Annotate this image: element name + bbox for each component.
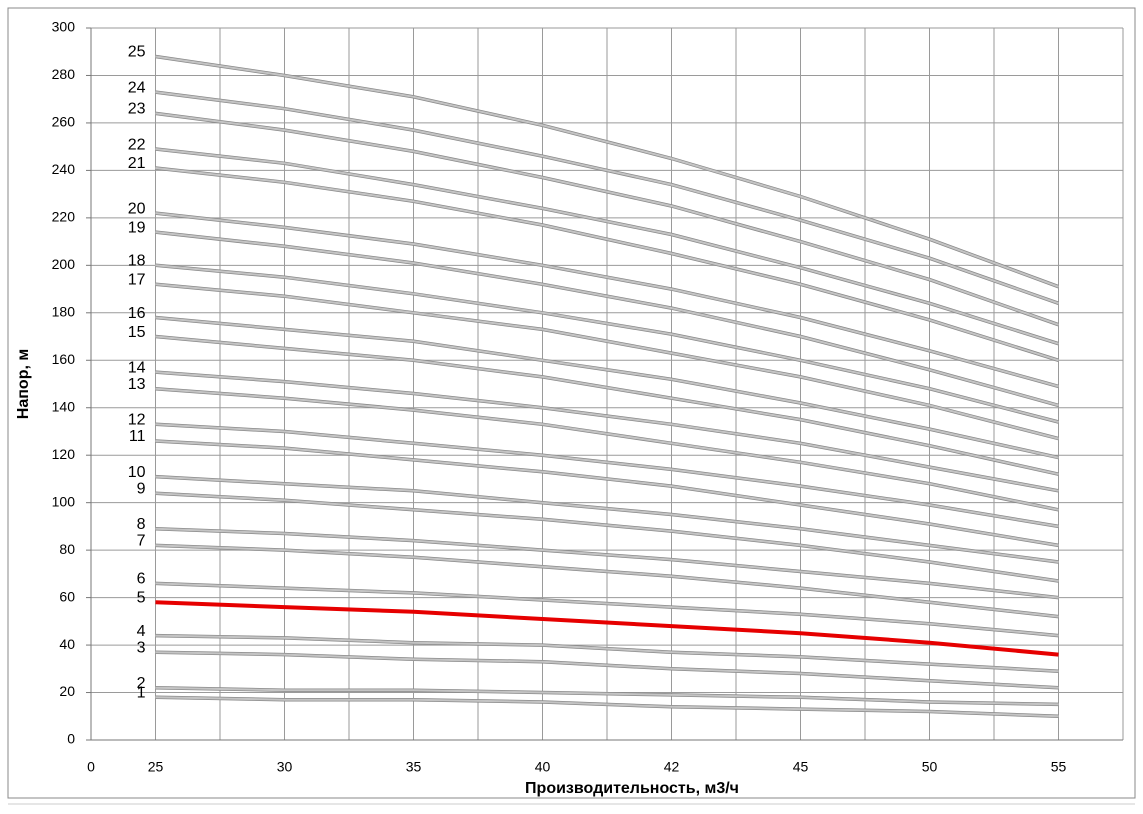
y-tick-label: 240 — [52, 161, 76, 177]
y-tick-label: 260 — [52, 114, 76, 130]
y-axis-label: Напор, м — [15, 349, 32, 419]
series-label: 14 — [128, 359, 146, 376]
series-line — [155, 91, 1059, 305]
y-tick-label: 0 — [67, 731, 75, 747]
series-line — [155, 651, 1059, 689]
series-line — [155, 335, 1059, 476]
series-line — [155, 475, 1059, 563]
x-tick-label: 45 — [793, 759, 809, 775]
series-label: 1 — [137, 684, 146, 701]
series-label: 19 — [128, 219, 146, 236]
y-tick-label: 140 — [52, 398, 76, 414]
y-tick-label: 20 — [59, 683, 75, 699]
y-tick-label: 100 — [52, 493, 76, 509]
series-line — [155, 527, 1059, 599]
chart-frame — [7, 7, 1136, 799]
x-tick-label: 35 — [406, 759, 422, 775]
series-label: 15 — [128, 324, 146, 341]
series-label: 18 — [128, 253, 146, 270]
y-tick-label: 220 — [52, 209, 76, 225]
series-label: 10 — [128, 464, 146, 481]
series-line — [155, 231, 1059, 407]
x-tick-label: 30 — [277, 759, 293, 775]
y-tick-label: 40 — [59, 636, 75, 652]
y-tick-label: 180 — [52, 304, 76, 320]
series-label: 3 — [137, 639, 146, 656]
series-label: 7 — [137, 533, 146, 550]
series-label: 9 — [137, 480, 146, 497]
x-tick-label: 0 — [87, 759, 95, 775]
series-label: 21 — [128, 155, 146, 172]
series-label: 16 — [128, 305, 146, 322]
x-tick-label: 25 — [148, 759, 164, 775]
series-line — [155, 212, 1059, 388]
series-label: 2 — [137, 675, 146, 692]
series-label: 17 — [128, 272, 146, 289]
y-tick-label: 80 — [59, 541, 75, 557]
series-label: 23 — [128, 101, 146, 118]
series-label: 25 — [128, 44, 146, 61]
series-line — [155, 283, 1059, 440]
series-line — [155, 492, 1059, 582]
x-tick-label: 50 — [922, 759, 938, 775]
series-line — [155, 55, 1059, 288]
y-tick-label: 300 — [52, 19, 76, 35]
series-label: 20 — [128, 200, 146, 217]
series-line — [155, 582, 1059, 637]
y-tick-label: 160 — [52, 351, 76, 367]
series-label: 12 — [128, 412, 146, 429]
series-label: 22 — [128, 136, 146, 153]
series-line — [155, 148, 1059, 345]
series-line — [155, 371, 1059, 492]
series-line — [155, 696, 1059, 718]
y-tick-label: 120 — [52, 446, 76, 462]
x-axis-label: Производительность, м3/ч — [525, 780, 739, 797]
series-line — [155, 634, 1059, 673]
series-label: 8 — [137, 516, 146, 533]
y-tick-label: 60 — [59, 588, 75, 604]
x-tick-label: 40 — [535, 759, 551, 775]
series-line — [155, 544, 1059, 618]
series-label: 5 — [137, 590, 146, 607]
y-tick-label: 200 — [52, 256, 76, 272]
x-tick-label: 55 — [1051, 759, 1067, 775]
series-label: 13 — [128, 376, 146, 393]
series-line — [155, 440, 1059, 547]
series-line — [155, 686, 1059, 706]
series-line — [155, 112, 1059, 326]
series-line — [155, 387, 1059, 511]
series-line — [155, 264, 1059, 423]
series-label: 6 — [137, 571, 146, 588]
series-label: 4 — [137, 623, 146, 640]
series-line — [155, 316, 1059, 459]
y-tick-label: 280 — [52, 66, 76, 82]
series-label: 24 — [128, 79, 146, 96]
x-tick-label: 42 — [664, 759, 680, 775]
series-line — [155, 423, 1059, 528]
series-line — [155, 167, 1059, 362]
series-line — [155, 600, 1059, 657]
series-label: 11 — [129, 428, 146, 445]
